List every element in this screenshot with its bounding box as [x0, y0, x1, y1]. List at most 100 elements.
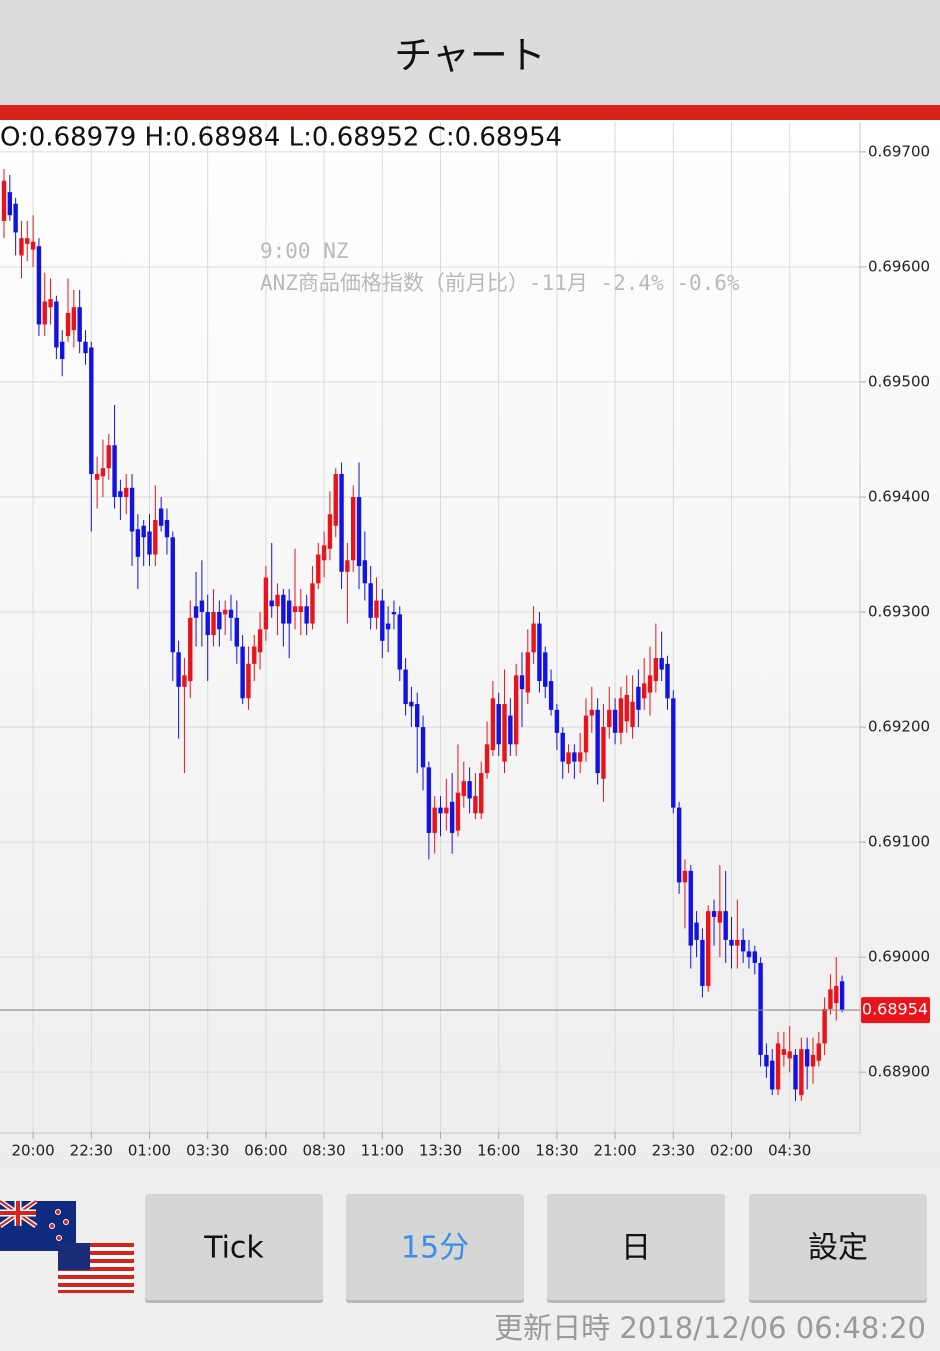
button[interactable]: 15分 — [346, 1194, 524, 1303]
candle-body — [740, 939, 746, 952]
candle-body — [269, 600, 274, 607]
x-tick-label: 22:30 — [70, 1142, 113, 1160]
candle-body — [810, 1054, 816, 1067]
candle-body — [787, 1051, 792, 1059]
candle-body — [508, 715, 513, 745]
candle-body — [310, 583, 315, 624]
candle-body — [94, 474, 100, 480]
candle-body — [502, 704, 507, 762]
candle-body — [531, 623, 536, 653]
candle-body — [60, 341, 65, 359]
y-tick-label: 0.69000 — [868, 948, 930, 966]
button[interactable]: 日 — [547, 1194, 725, 1303]
candle-body — [566, 752, 571, 764]
ohlc-label: O:0.68979 H:0.68984 L:0.68952 C:0.68954 — [0, 123, 562, 153]
button-face[interactable] — [346, 1194, 524, 1300]
candle-body — [752, 951, 757, 963]
candle-body — [612, 709, 618, 733]
y-tick-label: 0.69200 — [868, 718, 930, 736]
candle-body — [275, 594, 280, 607]
candle-body — [42, 301, 47, 325]
candle-body — [286, 600, 292, 624]
candle-body — [112, 445, 117, 498]
candle-body — [770, 1060, 775, 1090]
candle-body — [339, 474, 344, 572]
candle-body — [263, 577, 269, 630]
candle-body — [385, 623, 391, 630]
candle-body — [636, 686, 641, 710]
candle-body — [717, 911, 723, 923]
button-label[interactable]: 日 — [621, 1231, 651, 1266]
candle-body — [775, 1043, 781, 1090]
button-face[interactable] — [547, 1194, 725, 1300]
candle-body — [577, 752, 583, 762]
updated-time: 更新日時 2018/12/06 06:48:20 — [494, 1311, 926, 1345]
candle-body — [473, 796, 478, 814]
candle-body — [455, 792, 461, 831]
x-tick-label: 16:00 — [477, 1142, 520, 1160]
candle-body — [781, 1049, 787, 1055]
candle-body — [665, 663, 670, 699]
x-tick-label: 21:00 — [593, 1142, 636, 1160]
candle-body — [36, 246, 42, 325]
candle-body — [647, 675, 653, 693]
button-face[interactable] — [749, 1194, 927, 1300]
candle-body — [758, 962, 763, 1055]
candle-body — [822, 1008, 827, 1044]
candle-body — [479, 773, 484, 814]
candle-body — [228, 609, 234, 618]
candle-body — [321, 545, 327, 561]
candle-body — [252, 646, 257, 664]
button-face[interactable] — [145, 1194, 323, 1300]
button-label[interactable]: Tick — [203, 1231, 264, 1266]
candle-body — [240, 646, 245, 699]
x-tick-label: 03:30 — [186, 1142, 229, 1160]
accent-bar — [0, 105, 940, 120]
candle-body — [281, 594, 286, 624]
event-annotation: ANZ商品価格指数（前月比）-11月 -2.4% -0.6% — [260, 271, 740, 295]
current-price-tag — [861, 997, 930, 1024]
candle-body — [147, 531, 152, 555]
button-label[interactable]: 設定 — [808, 1231, 868, 1266]
candle-body — [153, 520, 158, 555]
candle-body — [700, 939, 705, 986]
candle-body — [65, 312, 71, 336]
us-flag-stripes — [58, 1243, 134, 1293]
candle-body — [368, 583, 373, 618]
candle-body — [467, 781, 472, 799]
x-tick-label: 20:00 — [11, 1142, 54, 1160]
candle-body — [118, 491, 123, 498]
y-tick-label: 0.68900 — [868, 1063, 930, 1081]
candle-body — [537, 623, 542, 682]
current-price-label: 0.68954 — [862, 1000, 928, 1019]
candle-body — [624, 694, 629, 722]
candle-body — [682, 870, 688, 883]
candle-body — [83, 341, 88, 354]
header-bar — [0, 0, 940, 105]
candle-body — [158, 508, 164, 526]
candle-body — [257, 629, 263, 653]
candle-body — [839, 981, 845, 1011]
candle-body — [124, 487, 129, 498]
candle-body — [449, 801, 455, 833]
candle-body — [688, 870, 693, 946]
nz-flag-cross — [0, 1201, 36, 1226]
candle-body — [816, 1043, 821, 1061]
x-tick-label: 23:30 — [652, 1142, 695, 1160]
button[interactable]: 設定 — [749, 1194, 927, 1303]
button[interactable]: Tick — [145, 1194, 323, 1303]
candle-body — [572, 752, 577, 762]
candle-body — [351, 497, 356, 561]
candle-body — [804, 1049, 810, 1067]
candle-body — [444, 807, 449, 814]
x-tick-label: 08:30 — [302, 1142, 345, 1160]
candle-body — [461, 781, 466, 797]
candle-body — [746, 951, 752, 958]
button-label[interactable]: 15分 — [401, 1231, 469, 1266]
candle-body — [519, 675, 525, 690]
candle-body — [711, 911, 717, 917]
candle-body — [403, 669, 408, 705]
candle-body — [135, 529, 141, 557]
candle-body — [420, 727, 426, 768]
candle-body — [100, 468, 106, 477]
